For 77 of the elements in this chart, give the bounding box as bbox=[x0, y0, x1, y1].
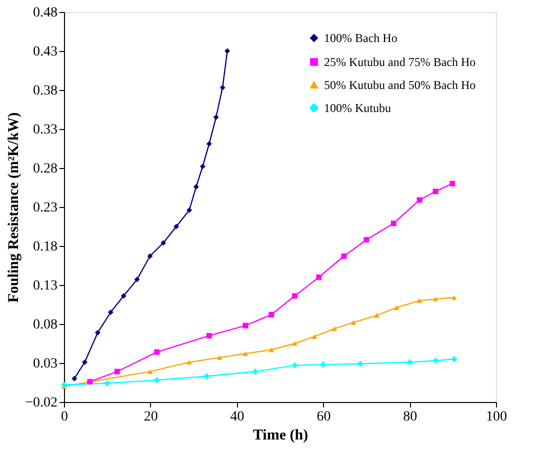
legend-label: 100% Kutubu bbox=[324, 101, 391, 115]
point bbox=[82, 359, 88, 365]
y-tick-label: 0.18 bbox=[33, 240, 58, 254]
point bbox=[332, 326, 338, 332]
point bbox=[242, 351, 248, 356]
point bbox=[186, 207, 192, 213]
y-tick-label: −0.02 bbox=[25, 396, 58, 410]
point bbox=[292, 362, 298, 368]
point bbox=[242, 322, 248, 328]
y-tick-label: 0.03 bbox=[33, 356, 58, 372]
point bbox=[390, 220, 396, 226]
x-tick-label: 100 bbox=[486, 410, 507, 424]
point bbox=[350, 320, 356, 325]
point bbox=[200, 164, 206, 170]
x-tick-label: 20 bbox=[144, 410, 158, 424]
point bbox=[87, 378, 93, 384]
point bbox=[114, 368, 120, 374]
point bbox=[147, 369, 153, 374]
point bbox=[220, 84, 226, 90]
legend-label: 50% Kutubu and 50% Bach Ho bbox=[324, 78, 476, 92]
x-tick-label: 40 bbox=[230, 410, 244, 424]
point bbox=[358, 361, 364, 367]
point bbox=[432, 358, 438, 364]
y-axis-title: Fouling Resistance (m²K/kW) bbox=[6, 112, 22, 303]
point bbox=[206, 141, 212, 147]
point bbox=[94, 330, 100, 336]
point bbox=[432, 188, 438, 194]
point bbox=[174, 224, 180, 230]
point bbox=[268, 312, 274, 318]
point bbox=[316, 274, 322, 280]
point bbox=[292, 293, 298, 299]
point bbox=[104, 380, 110, 386]
point bbox=[312, 334, 318, 339]
x-tick-label: 0 bbox=[61, 410, 68, 424]
legend-label: 100% Bach Ho bbox=[324, 31, 398, 45]
point bbox=[193, 184, 199, 190]
point bbox=[154, 377, 160, 383]
point bbox=[154, 349, 160, 355]
point bbox=[224, 48, 230, 54]
point bbox=[451, 295, 457, 300]
y-tick-label: 0.43 bbox=[33, 44, 58, 60]
point bbox=[134, 276, 140, 282]
point bbox=[341, 253, 347, 259]
point bbox=[147, 253, 153, 259]
point bbox=[374, 313, 380, 318]
point bbox=[216, 355, 222, 360]
point bbox=[204, 374, 210, 379]
y-tick-label: 0.48 bbox=[33, 6, 58, 20]
point bbox=[160, 240, 166, 246]
legend-label: 25% Kutubu and 75% Bach Ho bbox=[324, 55, 476, 69]
y-tick-label: 0.33 bbox=[33, 122, 58, 138]
point bbox=[416, 298, 422, 303]
point bbox=[108, 310, 114, 316]
point bbox=[213, 114, 219, 120]
point bbox=[292, 341, 298, 346]
point bbox=[252, 368, 258, 374]
point bbox=[416, 197, 422, 203]
point bbox=[364, 237, 370, 242]
point bbox=[320, 362, 326, 368]
y-tick-label: 0.28 bbox=[33, 162, 58, 176]
point bbox=[451, 356, 457, 362]
point bbox=[450, 180, 456, 186]
y-tick-label: 0.08 bbox=[33, 318, 58, 332]
x-tick-label: 80 bbox=[403, 410, 418, 424]
point bbox=[432, 296, 438, 302]
point bbox=[72, 376, 78, 382]
x-axis-title: Time (h) bbox=[252, 428, 308, 444]
point bbox=[186, 360, 192, 365]
point bbox=[268, 347, 274, 352]
point bbox=[206, 332, 212, 338]
x-tick-label: 60 bbox=[316, 410, 331, 424]
y-tick-label: 0.23 bbox=[33, 200, 58, 216]
point bbox=[120, 293, 126, 299]
point bbox=[394, 305, 400, 310]
y-tick-label: 0.38 bbox=[33, 84, 58, 98]
y-tick-label: 0.13 bbox=[33, 278, 58, 294]
point bbox=[406, 359, 412, 365]
